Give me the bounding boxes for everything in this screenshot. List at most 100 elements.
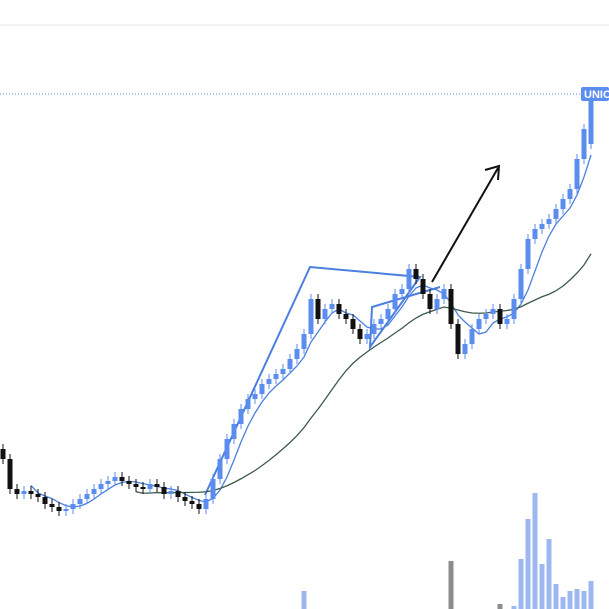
candle-body — [385, 309, 391, 319]
candle-body — [49, 504, 55, 507]
candle-body — [210, 479, 216, 499]
candle-body — [119, 477, 125, 481]
candle-body — [455, 324, 461, 354]
candle-body — [140, 487, 146, 489]
candle-body — [420, 279, 426, 294]
arrow-line — [431, 167, 499, 283]
candle-body — [245, 399, 251, 409]
candle-body — [476, 319, 482, 329]
candle-body — [378, 319, 384, 324]
candle-body — [553, 209, 559, 219]
candle-body — [70, 504, 76, 509]
candle-body — [259, 384, 265, 394]
candle-body — [343, 314, 349, 319]
candle-body — [231, 424, 237, 439]
candle-body — [308, 299, 314, 334]
candle-body — [497, 309, 503, 324]
candle-body — [154, 484, 160, 487]
candle-body — [112, 477, 118, 481]
candle-body — [84, 494, 90, 499]
volume-bar — [532, 493, 538, 609]
volume-bar — [553, 584, 559, 609]
candle-body — [133, 484, 139, 487]
candle-body — [63, 509, 69, 511]
volume-bar — [497, 604, 503, 609]
volume-bar — [560, 597, 566, 609]
price-label: UNIC — [584, 89, 609, 101]
candle-body — [511, 299, 517, 319]
candle-body — [560, 199, 566, 209]
candle-body — [91, 489, 97, 494]
candle-body — [175, 491, 181, 497]
candle-body — [581, 129, 587, 159]
candle-body — [518, 269, 524, 299]
candle-body — [189, 501, 195, 504]
volume-bar — [518, 559, 524, 609]
candle-body — [567, 189, 573, 199]
candle-body — [7, 459, 13, 489]
candle-body — [588, 99, 594, 144]
candle-body — [434, 299, 440, 309]
candle-body — [161, 487, 167, 494]
volume-bar — [546, 539, 552, 609]
candle-body — [21, 491, 27, 494]
arrow-head — [484, 164, 501, 181]
candle-body — [105, 481, 111, 484]
candle-body — [217, 459, 223, 479]
candle-body — [287, 359, 293, 369]
candle-body — [168, 491, 174, 494]
candle-body — [406, 269, 412, 289]
candle-body — [322, 309, 328, 319]
candle-body — [28, 491, 34, 494]
volume-bar — [511, 606, 517, 609]
candle-body — [357, 329, 363, 339]
candle-body — [448, 289, 454, 324]
candle-body — [35, 494, 41, 497]
candle-body — [371, 324, 377, 334]
pattern-drawing — [204, 265, 441, 496]
candle-body — [462, 344, 468, 354]
candle-body — [238, 409, 244, 424]
candle-body — [469, 329, 475, 344]
candle-body — [98, 484, 104, 489]
candle-body — [77, 499, 83, 504]
candle-body — [56, 507, 62, 511]
candle-body — [399, 289, 405, 294]
candle-body — [441, 289, 447, 299]
candle-body — [182, 497, 188, 501]
candle-body — [266, 379, 272, 384]
candle-body — [525, 239, 531, 269]
candle-body — [329, 304, 335, 309]
candle-body — [14, 489, 20, 494]
candle-body — [413, 269, 419, 279]
candle-body — [273, 374, 279, 379]
candle-body — [196, 504, 202, 509]
candle-body — [294, 349, 300, 359]
candle-body — [252, 394, 258, 399]
candle-body — [280, 369, 286, 374]
candle-body — [392, 294, 398, 309]
volume-bar — [567, 591, 573, 609]
price-label-box — [581, 87, 609, 101]
candle-body — [539, 224, 545, 229]
candle-body — [483, 314, 489, 319]
candle-body — [490, 309, 496, 314]
candle-body — [574, 159, 580, 189]
volume-bar — [448, 561, 454, 609]
volume-bar — [588, 581, 594, 609]
candle-body — [504, 319, 510, 324]
candle-body — [301, 334, 307, 349]
candle-body — [532, 229, 538, 239]
candle-body — [315, 299, 321, 319]
candle-body — [0, 449, 6, 459]
candle-body — [147, 484, 153, 489]
candle-body — [350, 319, 356, 329]
volume-bar — [525, 519, 531, 609]
volume-bar — [581, 591, 587, 609]
candle-body — [364, 334, 370, 339]
volume-bar — [574, 589, 580, 609]
candle-body — [427, 294, 433, 309]
candle-body — [42, 497, 48, 504]
